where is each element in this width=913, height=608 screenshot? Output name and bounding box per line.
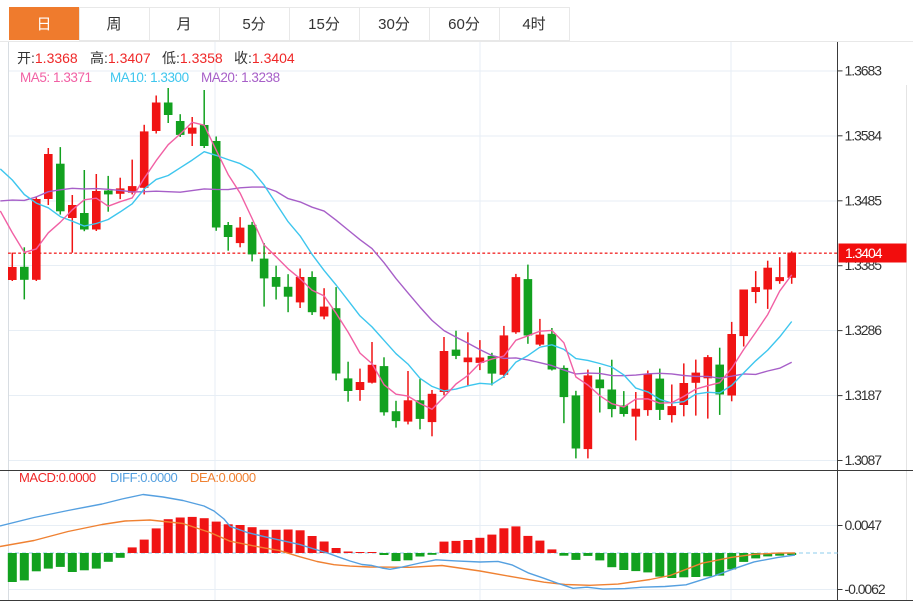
svg-text:1.3683: 1.3683 xyxy=(845,62,883,78)
svg-text:MA20: 1.3238: MA20: 1.3238 xyxy=(201,70,280,85)
svg-text:1.3584: 1.3584 xyxy=(845,127,883,143)
svg-text:1.3286: 1.3286 xyxy=(845,322,883,338)
svg-text:1.3087: 1.3087 xyxy=(845,452,883,468)
svg-text:4时: 4时 xyxy=(522,16,545,33)
svg-text:收:1.3404: 收:1.3404 xyxy=(234,50,295,66)
svg-text:-0.0062: -0.0062 xyxy=(845,581,886,597)
svg-text:开:1.3368: 开:1.3368 xyxy=(17,50,78,66)
svg-text:15分: 15分 xyxy=(308,16,340,33)
svg-text:60分: 60分 xyxy=(448,16,480,33)
svg-text:DEA:0.0000: DEA:0.0000 xyxy=(190,470,256,485)
svg-text:30分: 30分 xyxy=(378,16,410,33)
svg-text:MA5: 1.3371: MA5: 1.3371 xyxy=(20,70,92,85)
svg-text:低:1.3358: 低:1.3358 xyxy=(162,50,223,66)
svg-text:高:1.3407: 高:1.3407 xyxy=(90,50,151,66)
svg-text:周: 周 xyxy=(106,16,121,33)
svg-text:月: 月 xyxy=(176,16,191,33)
svg-text:1.3485: 1.3485 xyxy=(845,192,883,208)
svg-text:日: 日 xyxy=(36,16,51,33)
svg-text:MACD:0.0000: MACD:0.0000 xyxy=(19,470,96,485)
svg-text:1.3404: 1.3404 xyxy=(845,245,883,261)
svg-text:0.0047: 0.0047 xyxy=(845,517,883,533)
svg-text:1.3187: 1.3187 xyxy=(845,387,883,403)
svg-text:MA10: 1.3300: MA10: 1.3300 xyxy=(110,70,189,85)
svg-text:DIFF:0.0000: DIFF:0.0000 xyxy=(110,470,178,485)
svg-text:5分: 5分 xyxy=(242,16,265,33)
